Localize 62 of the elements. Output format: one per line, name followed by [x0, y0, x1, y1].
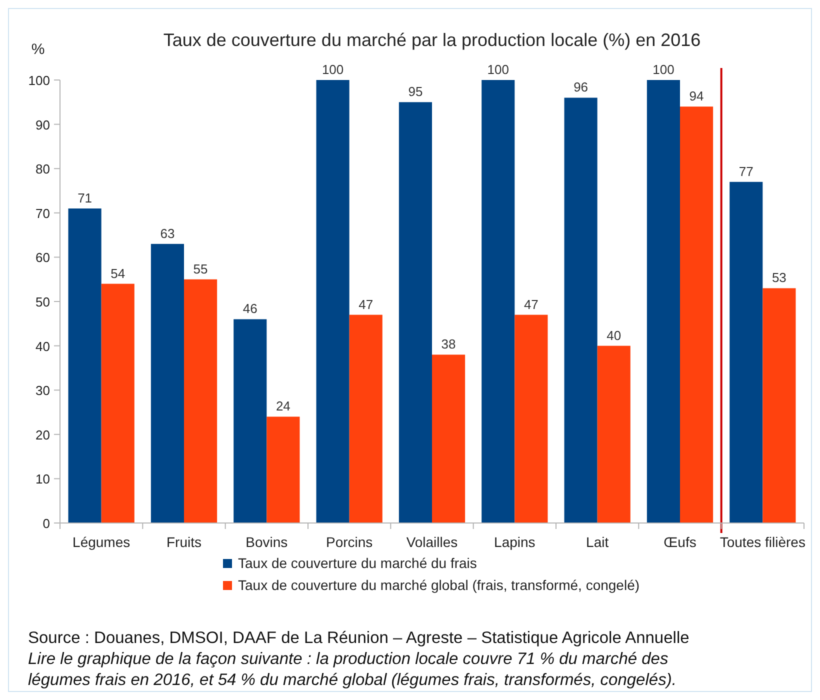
bar [564, 98, 598, 523]
bar [150, 244, 184, 523]
legend-label: Taux de couverture du marché du frais [238, 555, 477, 571]
y-tick-label: 40 [36, 338, 50, 354]
bar [101, 284, 134, 523]
x-tick-label: Fruits [166, 534, 202, 550]
bar [597, 346, 630, 523]
bar [398, 102, 432, 523]
y-tick-label: 70 [36, 206, 50, 221]
data-label: 77 [738, 164, 754, 179]
data-label: 96 [574, 80, 588, 95]
bar [680, 106, 714, 523]
bar [316, 80, 350, 523]
data-label: 46 [242, 301, 258, 316]
y-tick-label: 60 [36, 250, 50, 266]
y-tick-label: 100 [28, 73, 50, 88]
y-tick-label: 50 [36, 294, 50, 310]
x-tick-label: Bovins [246, 534, 288, 550]
x-tick-label: Lait [586, 534, 609, 550]
bar [514, 314, 548, 523]
y-axis-title: % [31, 41, 45, 58]
x-tick-label: Œufs [664, 534, 696, 550]
data-label: 63 [160, 226, 175, 241]
x-tick-label: Lapins [494, 534, 536, 550]
y-tick-label: 30 [36, 383, 50, 398]
x-tick-label: Légumes [72, 534, 130, 550]
x-tick-label: Porcins [326, 534, 373, 550]
chart-title: Taux de couverture du marché par la production locale (%) en 2016 [163, 30, 701, 50]
data-label: 40 [606, 328, 622, 343]
data-label: 47 [358, 296, 374, 312]
bar [349, 314, 382, 523]
bar [234, 319, 267, 523]
data-label: 47 [524, 296, 538, 312]
bar [68, 208, 102, 523]
y-tick-label: 90 [36, 117, 50, 132]
data-label: 71 [78, 190, 92, 206]
bar [266, 416, 300, 523]
data-label: 94 [689, 88, 704, 104]
data-label: 54 [110, 266, 126, 281]
source-note: Source : Douanes, DMSOI, DAAF de La Réunion – Agreste – Statistique Agricole Annuelle [28, 629, 690, 647]
data-label: 100 [487, 62, 509, 77]
y-tick-label: 20 [36, 427, 50, 442]
data-label: 53 [772, 270, 786, 286]
bar [432, 354, 466, 523]
bar [482, 80, 515, 523]
bar [184, 279, 218, 523]
data-label: 24 [276, 398, 290, 414]
data-label: 55 [193, 261, 208, 276]
data-label: 38 [441, 336, 456, 352]
x-tick-label: Toutes filières [720, 534, 806, 550]
x-tick-label: Volailles [406, 534, 458, 550]
bar [730, 182, 763, 523]
data-label: 100 [652, 62, 674, 77]
y-tick-label: 10 [36, 472, 50, 487]
text: Lire le graphique de la façon suivante : la production locale couvre 71 % du marché des légumes frais en 2016, et 54 % du marché global (légumes frais, transformés, congelés). [28, 650, 676, 689]
bar [646, 80, 680, 523]
data-label: 95 [408, 84, 423, 100]
y-tick-label: 0 [42, 516, 50, 531]
bar [762, 288, 796, 523]
y-tick-label: 80 [36, 162, 50, 177]
legend-label: Taux de couverture du marché global (frais, transformé, congelé) [238, 577, 640, 593]
data-label: 100 [322, 62, 344, 77]
